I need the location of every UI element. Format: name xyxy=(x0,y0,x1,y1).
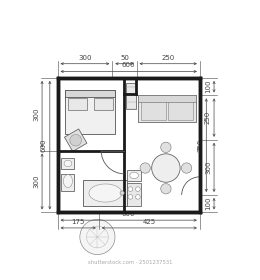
Ellipse shape xyxy=(63,175,73,188)
Text: 250: 250 xyxy=(161,55,175,60)
Circle shape xyxy=(135,195,140,199)
Text: 600: 600 xyxy=(41,138,47,152)
Bar xyxy=(65,90,115,134)
Circle shape xyxy=(128,187,133,192)
Circle shape xyxy=(161,142,171,153)
Circle shape xyxy=(70,134,82,146)
Ellipse shape xyxy=(64,160,72,167)
Bar xyxy=(65,90,115,97)
Bar xyxy=(168,102,193,120)
Text: 750: 750 xyxy=(197,139,203,152)
Bar xyxy=(126,83,136,109)
Text: 50: 50 xyxy=(120,55,129,60)
Bar xyxy=(127,170,141,181)
Text: 300: 300 xyxy=(78,55,92,60)
Text: shutterstock.com · 2501237531: shutterstock.com · 2501237531 xyxy=(88,260,172,265)
Circle shape xyxy=(161,184,171,194)
Circle shape xyxy=(120,191,124,195)
Text: 600: 600 xyxy=(122,211,135,217)
Bar xyxy=(127,183,141,206)
Text: 425: 425 xyxy=(143,219,156,225)
Ellipse shape xyxy=(130,172,138,179)
Bar xyxy=(68,98,87,110)
Bar xyxy=(138,95,196,122)
Bar xyxy=(141,102,166,120)
Bar xyxy=(83,180,127,206)
Text: 600: 600 xyxy=(122,62,135,68)
Bar xyxy=(57,78,200,213)
Text: 300: 300 xyxy=(33,175,39,188)
Text: 175: 175 xyxy=(72,219,85,225)
Circle shape xyxy=(181,163,192,173)
Circle shape xyxy=(152,154,180,182)
Text: 100: 100 xyxy=(205,197,211,211)
Ellipse shape xyxy=(89,184,122,202)
Circle shape xyxy=(128,195,133,199)
Bar xyxy=(61,174,74,191)
Bar xyxy=(61,158,74,169)
Polygon shape xyxy=(64,129,87,151)
Bar xyxy=(138,95,196,102)
Text: 300: 300 xyxy=(205,161,211,174)
Text: 300: 300 xyxy=(33,108,39,121)
Text: 100: 100 xyxy=(205,80,211,94)
Bar xyxy=(94,98,113,110)
Circle shape xyxy=(80,220,115,255)
Circle shape xyxy=(140,163,150,173)
Circle shape xyxy=(135,187,140,192)
Text: 250: 250 xyxy=(205,111,211,124)
